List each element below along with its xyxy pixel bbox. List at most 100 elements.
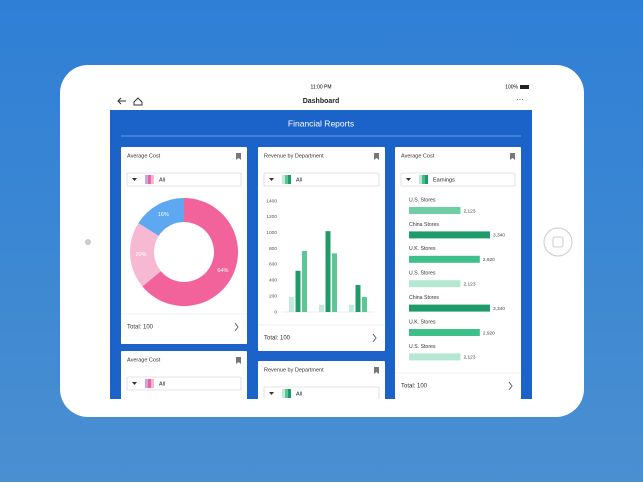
total: Total: 100 [264,336,291,342]
hbar [409,304,490,312]
slice-label: 20% [136,252,147,258]
dropdown-arrow [269,392,274,395]
hbar [409,207,461,214]
y-tick-label: 200 [269,293,277,299]
category-label: U.S. Stores [409,344,436,350]
swatch [148,175,151,184]
camera [85,239,91,245]
swatch [145,379,148,388]
value-label: 2,920 [483,257,495,263]
value-label: 2,920 [483,330,495,336]
home-icon [552,236,564,248]
bookmark[interactable] [510,153,515,160]
hbar [409,353,461,361]
bar [302,250,307,312]
slice-label: 64% [217,268,228,274]
swatch [422,175,425,184]
filter-label: All [296,177,302,183]
swatch [151,379,154,388]
dropdown-arrow [406,178,411,181]
hbar [409,255,480,263]
filter-box[interactable] [126,172,242,187]
category-label: U.K. Stores [409,246,436,252]
swatch [288,175,291,184]
filter-label: All [159,381,165,387]
y-tick-label: 1000 [266,230,277,236]
swatch [285,389,288,398]
bar [325,231,331,312]
back-button[interactable] [117,97,126,105]
chevron[interactable] [508,381,513,391]
battery-icon [520,85,529,89]
filter-box[interactable] [400,172,516,187]
home-nav-button[interactable] [133,97,143,106]
value-label: 3,340 [493,233,505,239]
y-tick-label: 1200 [266,214,277,220]
card-title: Average Cost [401,153,435,159]
swatch [425,175,428,184]
category-label: U.S. Stores [409,197,436,203]
chevron[interactable] [372,333,377,343]
filter-label: All [296,391,302,397]
value-label: 3,340 [493,306,505,312]
bookmark[interactable] [236,357,241,364]
top-bar [110,82,532,110]
bookmark[interactable] [374,367,379,374]
category-label: China Stores [409,295,439,301]
y-tick-label: 600 [269,262,277,268]
hbar [409,329,480,336]
bookmark[interactable] [236,153,241,160]
bar [349,304,354,312]
value-label: 2,123 [463,208,475,214]
y-tick-label: 800 [269,246,277,252]
filter-box[interactable] [263,172,380,187]
bar [319,304,324,312]
card-title: Revenue by Department [264,367,324,373]
filter-box[interactable] [263,386,380,400]
total: Total: 100 [127,325,154,331]
swatch [148,379,151,388]
swatch [282,389,285,398]
swatch [145,175,148,184]
card-title: Average Cost [127,357,161,363]
nav-title: Dashboard [303,98,340,105]
bar [332,253,337,312]
category-label: China Stores [409,222,439,228]
chevron[interactable] [234,322,239,332]
swatch [419,175,422,184]
bar [362,296,367,312]
bookmark[interactable] [374,153,379,160]
swatch [282,175,285,184]
y-tick-label: 1400 [266,198,277,204]
hbar [409,280,461,288]
dropdown-arrow [132,178,137,181]
swatch [285,175,288,184]
slice-label: 16% [158,212,169,218]
filter-box[interactable] [126,376,242,391]
card-title: Revenue by Department [264,153,324,159]
filter-label: All [159,177,165,183]
donut-slice [130,223,161,287]
dropdown-arrow [132,382,137,385]
filter-label: Earnings [433,177,455,183]
bar [295,270,301,312]
y-tick-label: 0 [274,309,277,315]
home-button[interactable] [543,227,573,257]
time: 11:00 PM [310,84,331,90]
value-label: 2,123 [463,281,475,287]
screen: 11:00 PM 100% Dashboard ··· Financial Re… [110,82,532,400]
more-button[interactable]: ··· [516,95,524,104]
y-tick-label: 400 [269,278,277,284]
header-title: Financial Reports [288,118,354,128]
swatch [288,389,291,398]
battery: 100% [505,84,518,90]
category-label: U.K. Stores [409,319,436,325]
card-title: Average Cost [127,153,161,159]
value-label: 2,123 [463,355,475,361]
category-label: U.S. Stores [409,271,436,277]
donut-slice [138,198,184,236]
bar [355,285,361,312]
dropdown-arrow [269,178,274,181]
